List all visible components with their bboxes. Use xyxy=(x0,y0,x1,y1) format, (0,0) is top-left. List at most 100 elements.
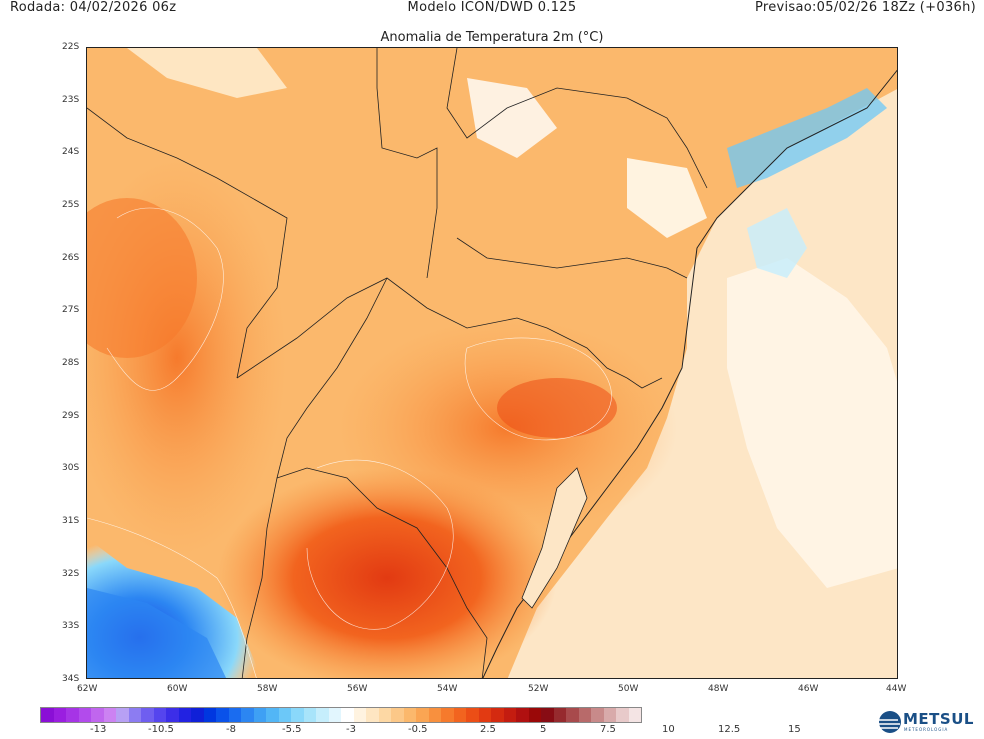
colorbar-segment xyxy=(603,708,616,722)
colorbar-segment xyxy=(203,708,216,722)
colorbar-segment xyxy=(303,708,316,722)
colorbar-segment xyxy=(316,708,329,722)
colorbar-label: -0.5 xyxy=(408,724,428,735)
colorbar-label: -3 xyxy=(346,724,356,735)
lat-label: 31S xyxy=(62,516,80,526)
colorbar-label: 2.5 xyxy=(480,724,496,735)
map-title: Anomalia de Temperatura 2m (°C) xyxy=(380,30,604,45)
lat-label: 22S xyxy=(62,42,80,52)
lon-label: 56W xyxy=(347,684,368,694)
lat-label: 28S xyxy=(62,358,80,368)
political-borders xyxy=(87,48,708,678)
lat-label: 25S xyxy=(62,200,80,210)
colorbar-label: -10.5 xyxy=(148,724,174,735)
southwest-cold-core xyxy=(87,588,227,678)
color-scale-bar xyxy=(40,707,642,723)
colorbar-segment xyxy=(53,708,66,722)
contour-lines xyxy=(87,207,612,678)
colorbar-segment xyxy=(391,708,404,722)
west-hot-core xyxy=(87,198,197,358)
colorbar-segment xyxy=(466,708,479,722)
colorbar-segment xyxy=(428,708,441,722)
colorbar-segment xyxy=(566,708,579,722)
colorbar-segment xyxy=(278,708,291,722)
lat-label: 32S xyxy=(62,569,80,579)
colorbar-segment xyxy=(353,708,366,722)
colorbar-segment xyxy=(128,708,141,722)
lon-label: 46W xyxy=(798,684,819,694)
lon-label: 54W xyxy=(437,684,458,694)
lagoa-dos-patos xyxy=(521,467,588,609)
colorbar-segment xyxy=(478,708,491,722)
colorbar-segment xyxy=(628,708,641,722)
colorbar-segment xyxy=(253,708,266,722)
colorbar-segment xyxy=(616,708,629,722)
colorbar-segment xyxy=(591,708,604,722)
model-name: Modelo ICON/DWD 0.125 xyxy=(407,0,577,15)
logo-name: METSUL xyxy=(903,710,974,728)
colorbar-segment xyxy=(266,708,279,722)
metsul-logo: METSUL METEOROLOGIA xyxy=(868,710,984,735)
colorbar-segment xyxy=(166,708,179,722)
colorbar-segment xyxy=(416,708,429,722)
coastal-cool-patch xyxy=(747,208,807,278)
colorbar-segment xyxy=(541,708,554,722)
lat-label: 33S xyxy=(62,621,80,631)
colorbar-label: 5 xyxy=(540,724,547,735)
colorbar-segment xyxy=(528,708,541,722)
colorbar-segment xyxy=(453,708,466,722)
south-hot-core xyxy=(217,468,557,678)
colorbar-segment xyxy=(241,708,254,722)
colorbar-segment xyxy=(191,708,204,722)
colorbar-segment xyxy=(41,708,54,722)
lat-label: 30S xyxy=(62,463,80,473)
lat-label: 26S xyxy=(62,253,80,263)
colorbar-segment xyxy=(178,708,191,722)
lon-label: 62W xyxy=(77,684,98,694)
lat-label: 34S xyxy=(62,674,80,684)
map-canvas xyxy=(87,48,897,678)
north-pale-area xyxy=(127,48,287,98)
colorbar-label: -8 xyxy=(226,724,236,735)
colorbar-segment xyxy=(503,708,516,722)
colorbar-segment xyxy=(403,708,416,722)
ocean-pale-patch xyxy=(727,258,897,588)
colorbar-segment xyxy=(103,708,116,722)
colorbar-segment xyxy=(228,708,241,722)
lon-label: 50W xyxy=(618,684,639,694)
temperature-anomaly-map xyxy=(86,47,898,679)
colorbar-segment xyxy=(516,708,529,722)
colorbar-segment xyxy=(78,708,91,722)
colorbar-segment xyxy=(91,708,104,722)
lat-label: 23S xyxy=(62,95,80,105)
lon-label: 48W xyxy=(708,684,729,694)
colorbar-segment xyxy=(141,708,154,722)
colorbar-segment xyxy=(366,708,379,722)
colorbar-segment xyxy=(378,708,391,722)
run-time: Rodada: 04/02/2026 06z xyxy=(10,0,177,15)
colorbar-label: 7.5 xyxy=(600,724,616,735)
globe-icon xyxy=(868,711,901,733)
hot-core-2 xyxy=(497,378,617,438)
colorbar-label: 10 xyxy=(662,724,675,735)
lon-label: 58W xyxy=(257,684,278,694)
colorbar-segment xyxy=(216,708,229,722)
lat-label: 24S xyxy=(62,147,80,157)
colorbar-segment xyxy=(291,708,304,722)
colorbar-segment xyxy=(441,708,454,722)
colorbar-segment xyxy=(66,708,79,722)
colorbar-segment xyxy=(553,708,566,722)
lat-label: 29S xyxy=(62,411,80,421)
colorbar-segment xyxy=(341,708,354,722)
white-patch xyxy=(467,78,557,158)
colorbar-segment xyxy=(153,708,166,722)
colorbar-label: -5.5 xyxy=(282,724,302,735)
lon-label: 52W xyxy=(528,684,549,694)
lon-label: 60W xyxy=(167,684,188,694)
forecast-time: Previsao:05/02/26 18Zz (+036h) xyxy=(754,0,976,15)
colorbar-segment xyxy=(578,708,591,722)
logo-subtitle: METEOROLOGIA xyxy=(904,727,949,732)
colorbar-label: 15 xyxy=(788,724,801,735)
colorbar-segment xyxy=(328,708,341,722)
colorbar-segment xyxy=(491,708,504,722)
